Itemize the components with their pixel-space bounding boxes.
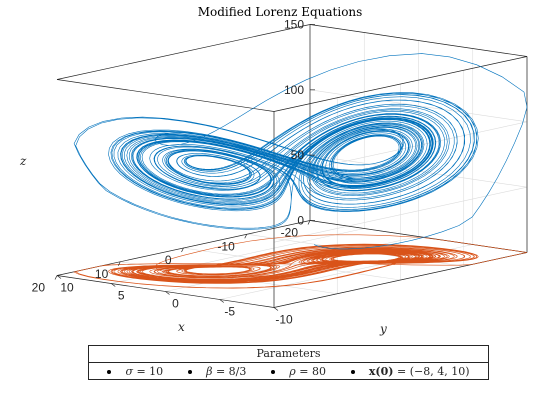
trajectory-line <box>73 53 528 250</box>
grid-line <box>309 154 528 188</box>
legend-title: Parameters <box>89 346 488 363</box>
x-tick-label: -10 <box>217 239 235 253</box>
legend-item-sigma: σ = 10 <box>107 365 163 378</box>
y-tick-label: 10 <box>60 281 74 295</box>
y-tick-label: 0 <box>172 297 179 311</box>
y-tick <box>219 299 224 303</box>
trajectory-series <box>73 53 528 250</box>
x-tick <box>54 275 58 280</box>
xy-projection-series <box>73 234 528 289</box>
y-tick-label: -10 <box>275 313 293 327</box>
grid-line <box>273 186 528 243</box>
x-tick <box>244 234 248 239</box>
legend-row: σ = 10 β = 8/3 ρ = 80 x(0) = (−8, 4, 10) <box>89 363 488 380</box>
x-tick-label: 20 <box>32 281 46 295</box>
legend-item-x0: x(0) = (−8, 4, 10) <box>350 365 470 378</box>
y-tick <box>273 307 279 311</box>
y-tick <box>165 291 170 295</box>
legend-item-rho: ρ = 80 <box>271 365 326 378</box>
parameters-legend: Parameters σ = 10 β = 8/3 ρ = 80 x(0) = … <box>88 345 489 380</box>
z-tick-label: 100 <box>284 83 304 97</box>
z-axis-label: z <box>19 154 27 168</box>
bullet-icon <box>271 369 276 374</box>
x-axis-label: x <box>178 320 185 334</box>
axis-edge <box>56 24 311 80</box>
axis-edge <box>309 24 528 57</box>
y-axis-label: y <box>379 322 387 336</box>
chart-title: Modified Lorenz Equations <box>197 5 363 19</box>
y-tick-label: -5 <box>224 305 235 319</box>
y-tick <box>56 275 62 279</box>
x-tick <box>117 261 121 266</box>
grid-line <box>219 244 473 300</box>
projection-line <box>73 234 528 289</box>
bullet-icon <box>188 369 193 374</box>
x-tick <box>181 247 184 253</box>
y-tick-label: 5 <box>118 289 125 303</box>
y-tick <box>111 283 116 287</box>
x-tick-label: -20 <box>281 226 299 240</box>
z-tick-label: 50 <box>291 148 305 162</box>
legend-item-beta: β = 8/3 <box>188 365 246 378</box>
z-tick-label: 150 <box>284 17 304 31</box>
grid-line <box>309 89 528 123</box>
bullet-icon <box>107 369 112 374</box>
axis-edge <box>56 79 275 112</box>
grid-line <box>111 228 365 284</box>
axis-edge <box>273 56 528 112</box>
x-tick <box>307 220 311 225</box>
z-tick-label: 0 <box>297 214 304 228</box>
bullet-icon <box>350 369 355 374</box>
x-tick-label: 0 <box>165 253 172 267</box>
x-tick-label: 10 <box>95 267 109 281</box>
